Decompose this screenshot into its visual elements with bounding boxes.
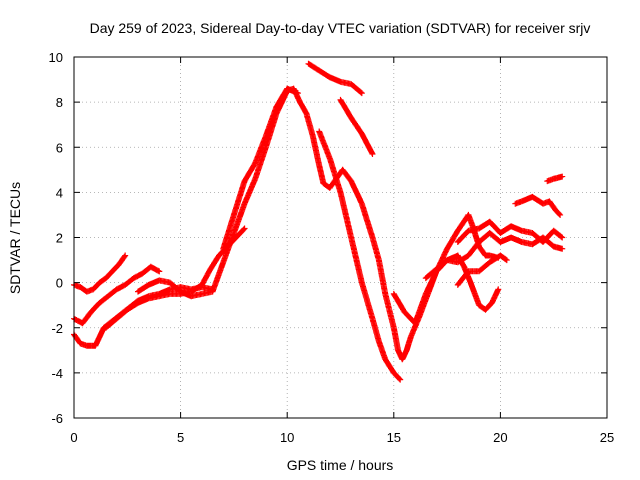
series-track-13 [454,252,510,288]
y-tick-label: 4 [56,185,63,200]
series-track-11 [422,230,566,282]
data-points [71,60,566,383]
marker-trace [135,85,502,363]
series-track-12 [454,218,566,245]
grid-lines [74,57,607,418]
x-tick-label: 25 [600,430,614,445]
y-tick-label: 0 [56,276,63,291]
axis-ticks: 0 5 10 15 20 25 -6 -4 -2 0 2 4 6 8 10 [49,50,615,445]
series-track-9 [337,96,376,158]
x-tick-label: 5 [177,430,184,445]
y-tick-label: 2 [56,231,63,246]
marker-trace [422,230,566,282]
series-track-7 [305,60,365,97]
x-tick-label: 10 [280,430,294,445]
marker-trace [337,96,376,158]
chart-title: Day 259 of 2023, Sidereal Day-to-day VTE… [90,20,591,36]
plot-frame [73,56,608,419]
y-tick-label: -6 [51,411,63,426]
series-track-15 [544,173,566,185]
series-track-14 [512,193,564,218]
y-axis-label: SDTVAR / TECUs [7,182,23,294]
marker-trace [454,252,510,288]
y-tick-label: -2 [51,321,63,336]
x-tick-label: 0 [70,430,77,445]
marker-trace [544,173,566,185]
marker-trace [512,193,564,218]
y-tick-label: 8 [56,95,63,110]
marker-trace [316,128,404,383]
marker-trace [220,85,301,252]
marker-trace [305,60,365,97]
series-track-6 [220,85,301,252]
y-tick-label: 6 [56,140,63,155]
marker-trace [454,218,566,245]
y-tick-label: 10 [49,50,63,65]
x-axis-label: GPS time / hours [287,457,394,473]
series-track-8 [316,128,404,383]
y-tick-label: -4 [51,366,63,381]
x-tick-label: 15 [387,430,401,445]
series-track-5 [135,85,502,363]
x-tick-label: 20 [493,430,507,445]
